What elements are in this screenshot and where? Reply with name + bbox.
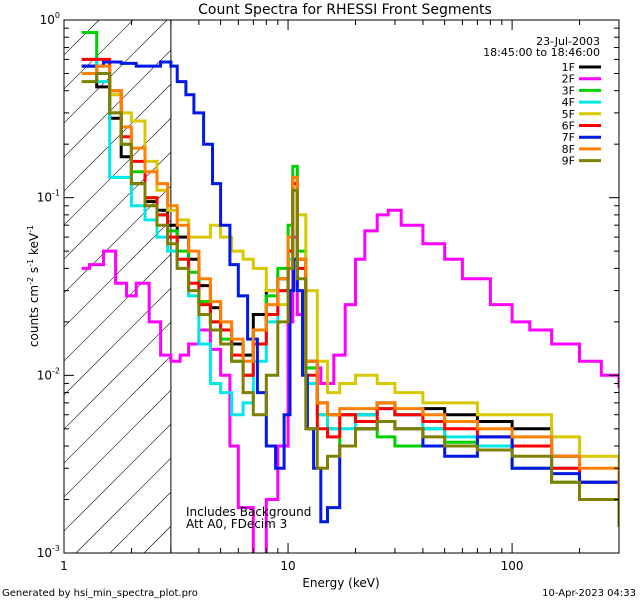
x-tick-label: 1	[60, 559, 68, 573]
y-tick-label: 10-1	[37, 189, 60, 205]
x-tick-label: 10	[280, 559, 295, 573]
plot-frame	[63, 19, 620, 554]
chart-title: Count Spectra for RHESSI Front Segments	[198, 2, 492, 18]
hatch-line	[64, 20, 202, 158]
x-axis-label: Energy (keV)	[302, 576, 379, 590]
series-layer	[81, 31, 619, 553]
y-tick-label: 10-2	[37, 366, 60, 382]
hatch-line	[64, 20, 236, 192]
legend-label-1F: 1F	[562, 61, 575, 74]
y-axis-label: counts cm-2 s-1 keV-1	[26, 225, 41, 347]
legend-label-7F: 7F	[562, 131, 575, 144]
x-tick-label: 100	[501, 559, 524, 573]
y-tick-label: 10-3	[37, 544, 60, 560]
legend-date: 23-Jul-2003	[536, 35, 600, 48]
footer-generated-by: Generated by hsi_min_spectra_plot.pro	[2, 588, 198, 599]
hatch-line	[64, 20, 168, 124]
legend-label-6F: 6F	[562, 120, 575, 133]
annotation-attenuator: Att A0, FDecim 3	[186, 517, 287, 531]
legend-label-3F: 3F	[562, 84, 575, 97]
legend-label-9F: 9F	[562, 155, 575, 168]
series-line-9F	[81, 72, 619, 527]
hatch-mask	[170, 20, 619, 553]
y-tick-label: 100	[40, 11, 60, 27]
legend-label-8F: 8F	[562, 143, 575, 156]
series-line-6F	[81, 57, 619, 517]
legend-time-range: 18:45:00 to 18:46:00	[483, 46, 600, 59]
footer-timestamp: 10-Apr-2023 04:33	[542, 588, 636, 599]
attenuator-hatch-region	[64, 20, 619, 553]
legend: 23-Jul-2003 18:45:00 to 18:46:00 1F2F3F4…	[483, 35, 601, 168]
series-line-8F	[81, 64, 619, 500]
axes: 1 10 100 100 10-1 10-2 10-3	[37, 11, 620, 573]
legend-label-4F: 4F	[562, 96, 575, 109]
legend-label-5F: 5F	[562, 108, 575, 121]
legend-label-2F: 2F	[562, 73, 575, 86]
annotation-background: Includes Background	[186, 505, 311, 519]
